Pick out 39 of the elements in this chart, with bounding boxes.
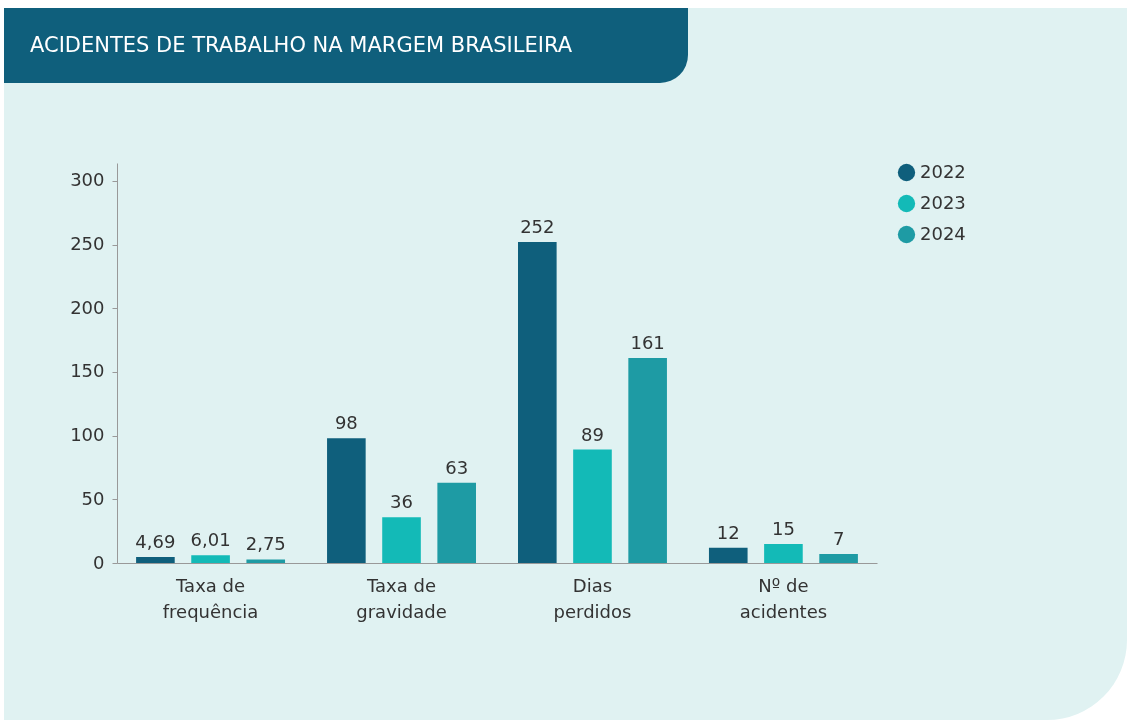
data-label: 6,01 (190, 529, 231, 551)
x-tick-label: Taxa de gravidade (356, 574, 447, 622)
data-label: 161 (630, 331, 665, 353)
y-tick-label: 250 (70, 233, 105, 255)
data-label: 4,69 (135, 531, 176, 553)
bar (628, 357, 667, 563)
bar (327, 438, 366, 563)
x-tick-label: Taxa de frequência (162, 574, 259, 622)
x-tick-label: Nº de acidentes (739, 574, 828, 622)
y-tick-label: 100 (70, 424, 105, 446)
bar (382, 517, 421, 563)
bar (518, 241, 557, 563)
x-tick-label: Dias perdidos (553, 574, 632, 622)
bar (136, 557, 175, 563)
y-tick-label: 50 (81, 487, 105, 509)
data-label: 12 (716, 521, 740, 543)
data-label: 252 (520, 215, 555, 237)
bar (573, 449, 612, 563)
legend-label: 2022 (920, 160, 966, 182)
bar (246, 559, 286, 563)
bar (708, 547, 748, 563)
bar (819, 554, 858, 563)
legend-label: 2023 (920, 191, 966, 213)
data-label: 89 (581, 423, 604, 445)
data-label: 15 (771, 517, 795, 539)
data-label: 36 (390, 491, 413, 513)
y-tick-label: 150 (70, 360, 105, 382)
y-tick-label: 200 (70, 296, 105, 318)
data-label: 63 (445, 456, 469, 478)
bar (437, 482, 476, 563)
chart-title: ACIDENTES DE TRABALHO NA MARGEM BRASILEIRA (4, 8, 688, 83)
bar (764, 543, 803, 563)
data-label: 2,75 (245, 533, 286, 555)
data-label: 98 (334, 412, 358, 434)
data-label: 7 (832, 528, 845, 550)
y-tick-label: 0 (93, 551, 105, 573)
y-tick-label: 300 (70, 169, 105, 191)
legend-label: 2024 (920, 222, 966, 244)
bar (191, 555, 230, 563)
